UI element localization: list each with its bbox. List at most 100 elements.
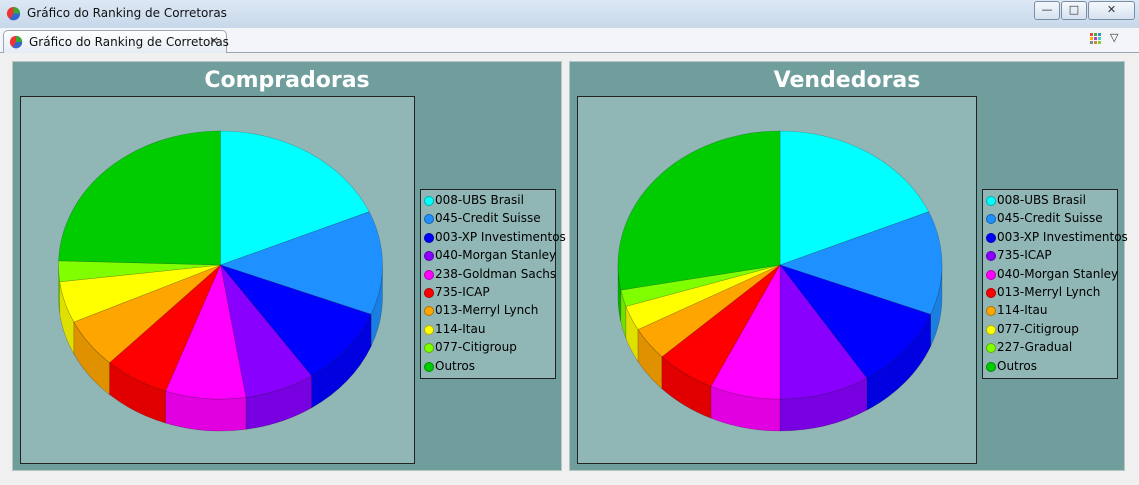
view-dropdown-icon[interactable]: ▽ [1110, 31, 1119, 44]
tab-label: Gráfico do Ranking de Corretoras [29, 35, 229, 49]
legend-item: 013-Merryl Lynch [421, 302, 555, 320]
pie-slice[interactable]: 735-ICAP [779, 264, 868, 400]
legend-swatch [986, 232, 996, 243]
pie-slice[interactable]: 013-Merryl Lynch [73, 264, 221, 364]
pie-slice[interactable]: 008-UBS Brasil [779, 130, 930, 266]
chart-title: Vendedoras [773, 68, 921, 93]
legend-label: 114-Itau [435, 321, 486, 336]
pie-slice[interactable]: 045-Credit Suisse [779, 211, 943, 315]
pie-slice[interactable]: 040-Morgan Stanley [710, 263, 781, 400]
legend-swatch [424, 251, 434, 262]
legend-swatch [424, 214, 434, 225]
legend: 008-UBS Brasil 045-Credit Suisse 003-XP In… [420, 189, 566, 379]
close-icon: ✕ [1106, 3, 1117, 16]
legend-swatch [424, 196, 434, 206]
pie-slice[interactable]: 077-Citigroup [625, 264, 781, 330]
legend-item: 114-Itau [421, 321, 555, 339]
legend-label: 013-Merryl Lynch [435, 303, 539, 318]
legend-swatch [986, 361, 996, 372]
legend-swatch [986, 214, 996, 225]
legend-label: 003-XP Investimentos [435, 229, 566, 244]
legend-label: Outros [435, 358, 476, 373]
legend-item: 045-Credit Suisse [421, 210, 555, 228]
legend-label: 077-Citigroup [435, 340, 517, 355]
pie-slice[interactable]: 008-UBS Brasil [220, 130, 370, 266]
legend-label: 003-XP Investimentos [997, 229, 1128, 244]
pie-slice[interactable]: Outros [617, 130, 781, 291]
tab-strip: Gráfico do Ranking de Corretoras ✕ [0, 28, 1139, 53]
legend-label: Outros [997, 358, 1038, 373]
legend-swatch [424, 232, 434, 243]
legend-label: 238-Goldman Sachs [435, 266, 557, 281]
pie-slice[interactable]: 227-Gradual [620, 264, 781, 307]
pie-slice[interactable]: 114-Itau [637, 264, 781, 358]
legend-swatch [424, 287, 434, 298]
legend-swatch [986, 287, 996, 298]
legend-item: 735-ICAP [983, 247, 1117, 265]
legend: 008-UBS Brasil 045-Credit Suisse 003-XP In… [982, 189, 1128, 379]
legend-label: 040-Morgan Stanley [435, 248, 557, 263]
app-icon [6, 6, 21, 21]
chart-panel-compradoras: Compradoras 008-UBS Brasil 045-Credit Sui… [12, 61, 566, 471]
legend-item: 013-Merryl Lynch [983, 284, 1117, 302]
pie-slice[interactable]: 238-Goldman Sachs [165, 263, 247, 400]
legend-label: 077-Citigroup [997, 321, 1079, 336]
legend-swatch [424, 306, 434, 317]
legend-item: 735-ICAP [421, 284, 555, 302]
minimize-button[interactable]: — [1034, 1, 1060, 20]
minimize-icon: — [1041, 3, 1053, 16]
legend-item: 008-UBS Brasil [421, 192, 555, 210]
legend-label: 013-Merryl Lynch [997, 284, 1101, 299]
legend-item: 077-Citigroup [421, 339, 555, 357]
legend-item: 040-Morgan Stanley [421, 247, 557, 265]
legend-item: 008-UBS Brasil [983, 192, 1117, 210]
legend-swatch [986, 324, 996, 335]
tab-ranking-chart[interactable]: Gráfico do Ranking de Corretoras ✕ [3, 30, 229, 53]
legend-label: 008-UBS Brasil [997, 193, 1086, 207]
pie-slice[interactable]: Outros [58, 130, 221, 266]
legend-label: 045-Credit Suisse [435, 211, 541, 226]
legend-item: 114-Itau [983, 302, 1117, 320]
pie-slice[interactable]: 013-Merryl Lynch [661, 264, 781, 387]
close-window-button[interactable]: ✕ [1088, 1, 1135, 20]
legend-label: 008-UBS Brasil [435, 193, 524, 207]
pie-slice[interactable]: 003-XP Investimentos [219, 264, 372, 377]
pie-slice[interactable]: 077-Citigroup [58, 260, 221, 283]
legend-swatch [986, 251, 996, 262]
legend-swatch [986, 306, 996, 317]
pie-slice[interactable]: 735-ICAP [109, 264, 221, 392]
legend-item: 077-Citigroup [983, 321, 1117, 339]
legend-label: 040-Morgan Stanley [997, 266, 1119, 281]
tab-close-icon[interactable]: ✕ [209, 34, 220, 48]
legend-item: 227-Gradual [983, 339, 1117, 357]
legend-item: 003-XP Investimentos [983, 229, 1128, 247]
legend-swatch [986, 343, 996, 354]
chart-title: Compradoras [204, 68, 370, 93]
legend-swatch [986, 196, 996, 206]
legend-label: 114-Itau [997, 303, 1048, 318]
legend-label: 735-ICAP [997, 248, 1052, 263]
legend-label: 735-ICAP [435, 284, 490, 299]
window-titlebar: Gráfico do Ranking de Corretoras — □ ✕ [0, 0, 1139, 29]
legend-item: Outros [983, 358, 1117, 376]
legend-item: 040-Morgan Stanley [983, 266, 1119, 284]
view-menu-icon[interactable] [1090, 33, 1102, 45]
legend-item: 238-Goldman Sachs [421, 266, 557, 284]
maximize-button[interactable]: □ [1061, 1, 1087, 20]
pie-slice[interactable]: 045-Credit Suisse [219, 211, 383, 315]
legend-swatch [424, 269, 434, 280]
legend-item: 003-XP Investimentos [421, 229, 566, 247]
legend-swatch [424, 324, 434, 335]
chart-panel-vendedoras: Vendedoras 008-UBS Brasil 045-Credit Suis… [569, 61, 1128, 471]
legend-item: 045-Credit Suisse [983, 210, 1117, 228]
legend-swatch [424, 361, 434, 372]
pie-slice[interactable]: 040-Morgan Stanley [220, 264, 313, 398]
legend-swatch [424, 343, 434, 354]
pie-slice[interactable]: 003-XP Investimentos [779, 264, 932, 379]
pie-slice[interactable]: 114-Itau [59, 264, 221, 323]
chart-view: Compradoras 008-UBS Brasil 045-Credit Sui… [0, 53, 1139, 485]
legend-label: 227-Gradual [997, 340, 1073, 355]
